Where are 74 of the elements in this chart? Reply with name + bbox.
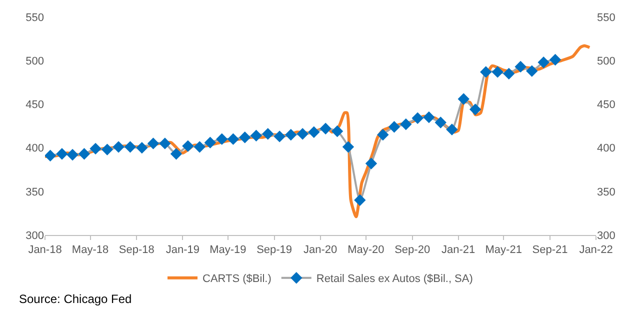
point — [56, 148, 68, 160]
y-tick-label: 450 — [26, 99, 44, 112]
legend-label: Retail Sales ex Autos ($Bil., SA) — [316, 273, 473, 286]
point — [136, 142, 148, 154]
point — [170, 148, 182, 160]
point — [101, 144, 114, 156]
y2-tick-label: 300 — [597, 230, 616, 242]
point — [320, 122, 332, 134]
point — [45, 150, 56, 162]
point — [400, 118, 412, 130]
y-tick-label: 550 — [26, 12, 44, 24]
point — [480, 66, 492, 78]
point — [239, 131, 251, 144]
point — [182, 140, 194, 152]
point — [492, 66, 504, 78]
point — [66, 148, 78, 161]
point — [194, 141, 206, 153]
point — [216, 133, 228, 145]
point — [90, 142, 102, 155]
y-tick-label: 400 — [26, 142, 44, 155]
point — [262, 128, 274, 140]
x-tick-label: Jan-19 — [166, 244, 200, 256]
point — [274, 130, 286, 142]
point — [469, 104, 482, 116]
x-tick-label: May-20 — [348, 244, 384, 256]
x-tick-label: Jan-18 — [28, 244, 62, 256]
x-tick-label: May-21 — [485, 244, 522, 256]
point — [308, 126, 320, 138]
y2-tick-label: 500 — [597, 55, 616, 68]
y2-tick-label: 450 — [597, 99, 616, 112]
point — [342, 141, 354, 153]
point — [377, 128, 389, 141]
point — [159, 138, 171, 150]
y2-tick-label: 550 — [597, 12, 616, 24]
point — [434, 116, 446, 128]
point — [549, 54, 562, 66]
x-tick-label: Sep-21 — [532, 244, 568, 256]
point — [147, 138, 160, 150]
x-tick-label: May-18 — [72, 244, 109, 256]
point — [354, 194, 366, 206]
point — [388, 121, 400, 133]
point — [204, 136, 216, 148]
y2-tick-label: 350 — [597, 186, 616, 198]
point — [458, 93, 470, 105]
point — [112, 141, 124, 153]
point — [526, 65, 538, 77]
point — [423, 111, 435, 124]
y2-tick-label: 400 — [597, 142, 616, 155]
point — [250, 130, 262, 142]
point — [78, 148, 90, 160]
point — [331, 125, 344, 138]
x-tick-label: Jan-20 — [303, 244, 338, 256]
x-tick-label: Jan-22 — [579, 244, 613, 256]
line-series — [45, 44, 592, 218]
source-note: Source: Chicago Fed — [19, 292, 132, 306]
point — [285, 128, 297, 141]
point — [538, 56, 550, 68]
point — [296, 128, 308, 140]
point — [446, 124, 458, 136]
x-tick-label: Sep-19 — [256, 244, 292, 256]
y-tick-label: 350 — [26, 186, 44, 198]
y-tick-label: 300 — [26, 230, 44, 242]
point — [365, 158, 378, 170]
x-tick-label: Sep-18 — [118, 244, 154, 256]
x-tick-label: Jan-21 — [442, 244, 476, 256]
point — [124, 141, 136, 153]
point — [503, 68, 515, 80]
legend-label: CARTS ($Bil.) — [202, 273, 272, 286]
point — [412, 112, 424, 124]
x-tick-label: May-19 — [210, 244, 246, 256]
point — [514, 60, 526, 73]
point — [227, 133, 240, 145]
y-tick-label: 500 — [26, 55, 44, 68]
x-tick-label: Sep-20 — [394, 244, 430, 256]
